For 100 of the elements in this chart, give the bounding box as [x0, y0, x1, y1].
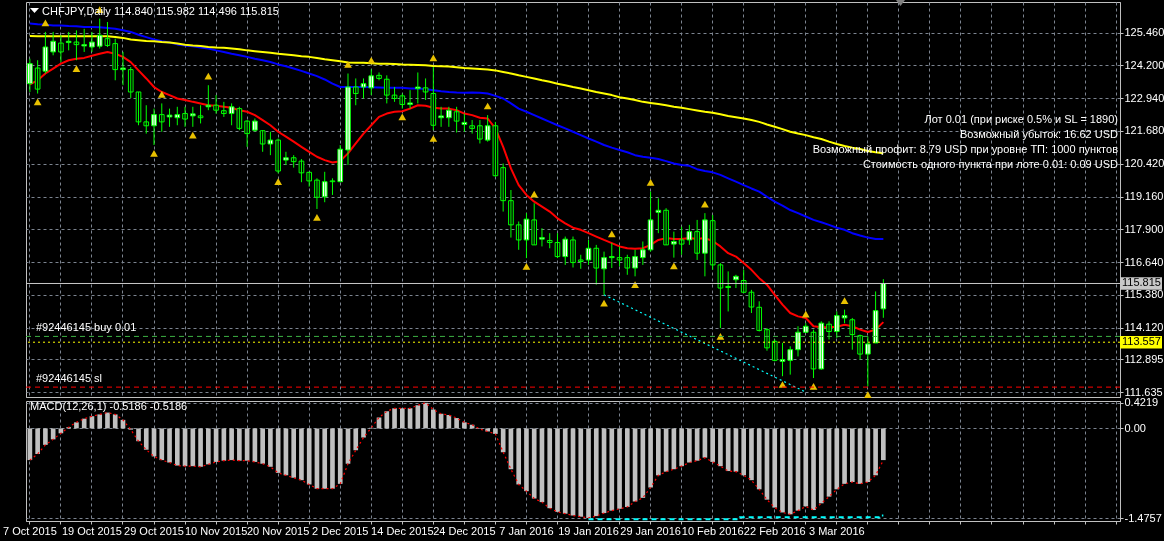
candlestick — [787, 345, 794, 376]
bar — [787, 428, 793, 515]
x-tick-label: 7 Jan 2016 — [499, 524, 554, 537]
bar — [656, 428, 661, 476]
point — [313, 213, 321, 221]
bar — [143, 428, 149, 450]
candlestick — [655, 197, 662, 234]
bar — [493, 428, 498, 434]
bar — [43, 428, 48, 445]
point — [344, 61, 352, 68]
bar — [617, 428, 622, 509]
x-tick-label: 29 Jan 2016 — [620, 524, 681, 537]
candlestick — [461, 113, 468, 133]
x-tick-label: 19 Jan 2016 — [558, 524, 619, 537]
point — [863, 391, 872, 398]
bar — [741, 428, 747, 476]
y-tick-label: 121.680 — [1124, 124, 1164, 137]
bar — [237, 428, 242, 461]
x-tick-label: 10 Nov 2015 — [184, 524, 248, 537]
bar — [322, 428, 328, 489]
x-tick-label: 24 Dec 2015 — [433, 524, 496, 537]
y-tick-label: -1.4757 — [1124, 511, 1162, 524]
candlestick — [50, 31, 56, 56]
candlestick — [577, 254, 584, 270]
bar — [524, 428, 529, 492]
x-tick-label: 2 Dec 2015 — [312, 524, 369, 537]
candlestick — [802, 322, 809, 334]
bar — [35, 428, 40, 454]
candlestick — [430, 66, 437, 131]
bar — [74, 422, 79, 429]
bar — [105, 412, 110, 429]
candlestick — [593, 244, 600, 286]
candlestick — [383, 74, 390, 104]
y-tick-label: 0.00 — [1124, 421, 1146, 434]
bar — [190, 428, 196, 467]
bar — [353, 428, 359, 451]
bar — [299, 428, 304, 481]
y-tick-label: 124.200 — [1124, 58, 1164, 71]
candlestick — [415, 71, 421, 104]
bar — [586, 428, 591, 518]
bar — [547, 428, 553, 509]
text: Лот 0.01 (при риске 0.5% и SL = 1890) — [924, 113, 1118, 125]
candlestick — [539, 227, 545, 247]
bar — [718, 428, 723, 467]
y-tick-label: 114.120 — [1124, 321, 1164, 334]
bar — [710, 428, 715, 462]
bar — [306, 428, 312, 485]
chart-title: CHFJPY,Daily 114.840 115.982 114.496 115.815 — [42, 5, 279, 17]
candlestick — [275, 138, 281, 174]
candlestick — [407, 89, 413, 110]
bar — [415, 405, 421, 429]
point — [669, 262, 678, 270]
bar — [562, 428, 568, 514]
candlestick — [352, 77, 359, 106]
bar — [679, 428, 684, 467]
bar — [516, 428, 522, 485]
x-tick-label: 3 Mar 2016 — [808, 524, 865, 537]
x-tick-label: 19 Oct 2015 — [61, 524, 122, 537]
x-tick-label: 29 Oct 2015 — [124, 524, 184, 537]
candlestick — [189, 106, 196, 128]
y-tick-label: 119.160 — [1124, 190, 1164, 203]
y-tick-label: 111.635 — [1124, 385, 1163, 398]
point — [274, 178, 283, 186]
point — [840, 297, 849, 304]
ref-line-label: 113.557 — [1122, 335, 1161, 348]
bar — [803, 428, 809, 507]
bar — [112, 414, 118, 429]
x-tick-label: 14 Dec 2015 — [371, 524, 434, 537]
point — [157, 90, 166, 98]
candlestick — [833, 310, 840, 339]
point — [72, 65, 81, 72]
candlestick — [849, 317, 856, 351]
bar — [399, 408, 405, 429]
candlestick — [453, 106, 460, 134]
bar — [136, 428, 141, 442]
point — [429, 135, 438, 142]
bar — [206, 428, 211, 465]
bar — [687, 428, 692, 463]
bar — [834, 428, 840, 490]
text: Возможный убыток: 16.62 USD — [959, 128, 1119, 140]
y-tick-label: 0.4219 — [1124, 396, 1159, 409]
x-tick-label: 7 Oct 2015 — [2, 524, 57, 537]
bar — [81, 418, 87, 429]
bar — [531, 428, 537, 499]
candlestick — [81, 28, 88, 53]
bar — [772, 428, 778, 508]
bar — [749, 428, 754, 481]
candlestick — [158, 102, 165, 133]
point — [150, 149, 158, 157]
bar — [873, 428, 878, 476]
candlestick — [531, 202, 538, 246]
bar — [392, 408, 397, 429]
candlestick — [608, 242, 615, 269]
y-tick-label: 122.940 — [1124, 91, 1164, 104]
x-tick-label: 10 Feb 2016 — [681, 524, 744, 537]
bar — [811, 428, 816, 511]
candlestick — [841, 309, 848, 324]
x-tick-label: 20 Nov 2015 — [246, 524, 310, 537]
bar — [361, 428, 366, 438]
y-tick-label: 116.640 — [1124, 255, 1164, 268]
